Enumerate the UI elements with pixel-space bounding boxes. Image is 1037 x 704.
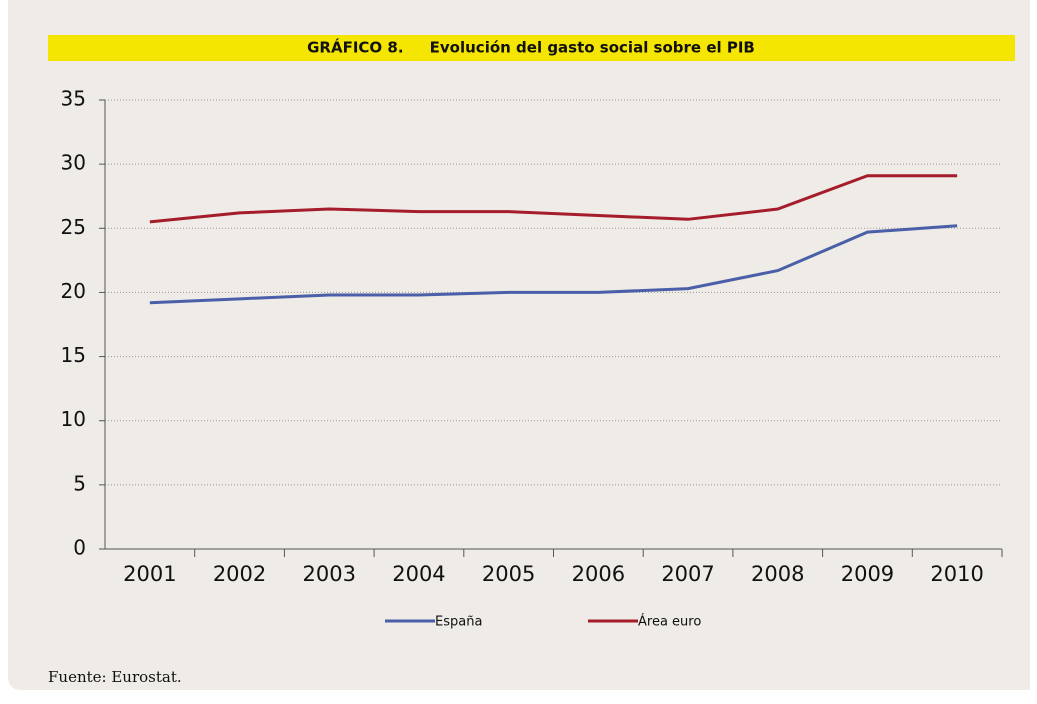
y-tick-label: 35 bbox=[61, 87, 86, 111]
y-tick-label: 10 bbox=[61, 407, 86, 431]
y-tick-label: 25 bbox=[61, 215, 86, 239]
legend-label: España bbox=[435, 615, 482, 630]
x-tick-label: 2010 bbox=[930, 562, 983, 586]
data-line bbox=[149, 174, 958, 224]
x-tick-label: 2005 bbox=[482, 562, 535, 586]
x-tick-label: 2002 bbox=[213, 562, 266, 586]
legend-label: Área euro bbox=[638, 614, 701, 630]
chart-title: GRÁFICO 8. Evolución del gasto social so… bbox=[307, 38, 755, 57]
y-tick-label: 20 bbox=[61, 279, 86, 303]
y-tick-label: 0 bbox=[73, 536, 86, 560]
y-tick-label: 30 bbox=[61, 151, 86, 175]
x-tick-label: 2007 bbox=[661, 562, 714, 586]
x-tick-label: 2006 bbox=[572, 562, 625, 586]
x-tick-label: 2004 bbox=[392, 562, 445, 586]
title-bar bbox=[48, 35, 1015, 61]
data-line bbox=[149, 224, 958, 305]
y-tick-label: 15 bbox=[61, 343, 86, 367]
x-tick-label: 2009 bbox=[841, 562, 894, 586]
x-tick-label: 2003 bbox=[303, 562, 356, 586]
x-tick-label: 2001 bbox=[123, 562, 176, 586]
x-tick-label: 2008 bbox=[751, 562, 804, 586]
y-tick-label: 5 bbox=[73, 471, 86, 495]
source-note: Fuente: Eurostat. bbox=[48, 668, 182, 686]
panel bbox=[8, 0, 1030, 690]
